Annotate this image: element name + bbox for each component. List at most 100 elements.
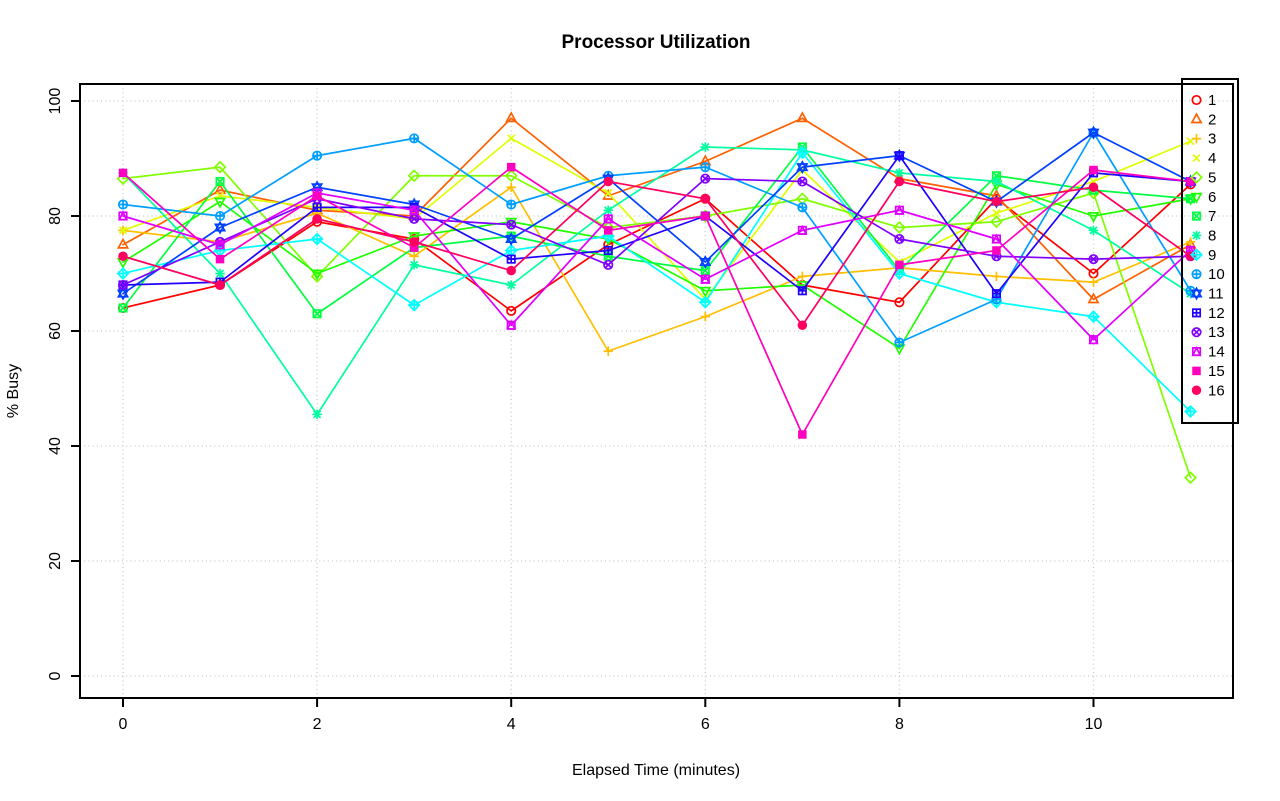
x-tick-label: 2 [313, 716, 322, 733]
point-stroke [1190, 248, 1203, 262]
data-point-15-6 [701, 211, 710, 221]
data-point-13-0 [117, 279, 129, 291]
data-point-15-8 [895, 260, 904, 270]
data-point-3-9 [991, 271, 1002, 282]
data-point-11-6 [699, 254, 712, 270]
legend-entry-2: 2 [1190, 111, 1216, 128]
data-point-13-10 [1088, 254, 1099, 265]
point-stroke [119, 281, 127, 289]
point-stroke [409, 237, 419, 247]
point-stroke [312, 410, 322, 419]
data-point-16-1 [215, 280, 225, 290]
legend-entry-14: 14 [1191, 344, 1225, 361]
point-stroke [992, 209, 1001, 218]
data-point-12-5 [603, 245, 613, 256]
data-point-15-9 [992, 246, 1001, 255]
data-point-11-1 [213, 220, 227, 235]
data-point-12-8 [894, 151, 904, 161]
point-stroke [894, 297, 905, 308]
point-stroke [1191, 94, 1202, 106]
series-line-12 [122, 154, 1192, 295]
point-stroke [506, 305, 517, 316]
point-stroke [213, 160, 227, 174]
data-point-13-4 [506, 219, 517, 230]
point-stroke [1191, 385, 1202, 396]
data-point-6-3 [408, 232, 421, 244]
point-stroke [506, 319, 517, 330]
point-stroke [1088, 254, 1099, 265]
point-stroke [116, 286, 130, 298]
point-stroke [1191, 345, 1202, 357]
data-point-14-8 [894, 204, 905, 215]
point-stroke [604, 261, 612, 269]
point-stroke [700, 194, 711, 204]
data-point-11-0 [116, 286, 130, 301]
point-stroke [989, 215, 1003, 229]
point-stroke [506, 265, 516, 276]
y-tick-label: 0 [47, 671, 64, 680]
data-point-13-5 [603, 259, 614, 270]
data-point-4-9 [992, 209, 1001, 218]
data-point-6-6 [699, 286, 712, 298]
point-stroke [506, 162, 516, 172]
legend-label: 2 [1208, 111, 1216, 128]
point-stroke [796, 111, 809, 123]
point-stroke [1191, 211, 1202, 221]
point-stroke [797, 320, 808, 331]
y-tick-label: 80 [47, 207, 64, 225]
point-stroke [118, 303, 128, 313]
point-stroke [699, 286, 712, 298]
point-stroke [1087, 310, 1100, 324]
data-point-15-7 [798, 430, 807, 439]
series-line-16 [122, 180, 1192, 327]
legend-label: 6 [1208, 189, 1216, 206]
data-point-7-0 [118, 303, 128, 313]
data-point-10-4 [506, 199, 517, 210]
series-line-9 [122, 151, 1192, 413]
data-point-16-6 [700, 194, 711, 204]
legend-entry-11: 11 [1190, 286, 1224, 303]
data-point-15-5 [603, 226, 613, 235]
point-stroke [1088, 182, 1099, 193]
series-line-15 [122, 166, 1192, 436]
data-point-16-10 [1088, 182, 1099, 193]
data-point-2-4 [505, 111, 518, 123]
data-point-9-7 [795, 146, 809, 160]
point-stroke [895, 260, 904, 270]
point-stroke [507, 280, 516, 290]
point-stroke [310, 269, 324, 283]
data-point-3-7 [797, 271, 808, 282]
point-stroke [310, 232, 324, 246]
data-point-12-4 [506, 254, 516, 264]
data-point-2-10 [1087, 292, 1100, 304]
point-stroke [894, 176, 905, 187]
data-point-8-2 [312, 409, 322, 420]
point-stroke [1087, 212, 1100, 224]
data-point-14-1 [214, 239, 226, 250]
point-stroke [507, 221, 515, 229]
point-stroke [1190, 192, 1203, 204]
point-stroke [505, 231, 518, 243]
data-point-3-4 [506, 182, 516, 192]
data-point-10-3 [409, 133, 420, 144]
data-point-14-0 [117, 210, 129, 221]
point-stroke [505, 111, 518, 123]
y-tick-label: 60 [47, 322, 64, 340]
series-layer [116, 111, 1198, 485]
data-point-3-3 [409, 251, 419, 261]
point-stroke [798, 430, 807, 439]
point-stroke [798, 177, 806, 186]
point-stroke [215, 176, 225, 187]
point-stroke [1192, 153, 1201, 163]
data-point-8-6 [700, 142, 710, 152]
point-stroke [1186, 177, 1195, 186]
point-stroke [992, 246, 1001, 255]
point-stroke [213, 197, 227, 209]
point-stroke [1190, 170, 1203, 184]
data-point-8-5 [603, 205, 613, 215]
data-point-10-7 [797, 202, 808, 213]
point-stroke [506, 219, 517, 230]
data-point-8-8 [894, 168, 905, 178]
data-point-6-10 [1087, 212, 1100, 224]
point-stroke [1088, 334, 1099, 345]
